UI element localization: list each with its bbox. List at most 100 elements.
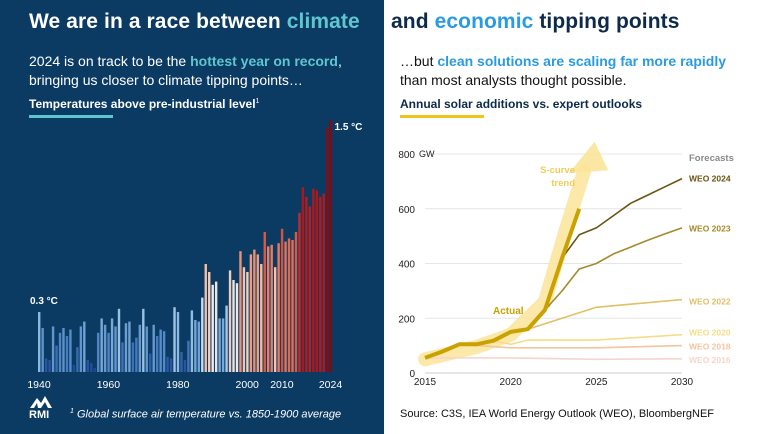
temp-bar-2003	[256, 254, 260, 372]
temp-bar-2010	[280, 228, 284, 372]
legend-label-weo-2023: WEO 2023	[689, 223, 731, 233]
temp-bar-1961	[110, 318, 114, 372]
temp-bar-1965	[124, 323, 128, 372]
temp-chart-title-text: Temperatures above pre-industrial level	[29, 97, 256, 111]
subtitle-line2: bringing us closer to climate tipping po…	[29, 72, 303, 88]
subtitle-text: 2024 is on track to be the	[29, 53, 191, 69]
temp-bar-1944	[51, 326, 55, 372]
legend-label-weo-2022: WEO 2022	[689, 296, 731, 306]
x-tick-label: 2010	[270, 379, 294, 391]
temp-bar-1995	[228, 270, 232, 372]
temp-bar-2015	[298, 212, 301, 372]
subtitle-left: 2024 is on track to be the hottest year …	[29, 52, 342, 90]
s-curve-arrow-head	[568, 141, 609, 174]
temp-bar-2022	[322, 193, 325, 372]
temp-bar-1977	[166, 356, 169, 372]
temp-bar-1997	[235, 283, 239, 372]
temp-bar-1996	[232, 280, 235, 372]
temp-bar-1971	[145, 326, 148, 372]
temp-bar-1954	[86, 360, 89, 372]
solar-line-chart: 0 200 400 600 800 GW 2015 2020 2025 2030 Forecasts…	[398, 141, 734, 388]
temp-bar-1983	[187, 340, 190, 372]
y-unit-label: GW	[419, 149, 435, 159]
temp-bar-1946	[58, 332, 62, 372]
title-highlight-climate: climate	[286, 10, 360, 33]
temp-bar-2005	[263, 232, 266, 372]
temp-bar-1959	[103, 324, 107, 372]
temp-bar-1991	[214, 281, 218, 372]
temp-bar-2014	[294, 232, 298, 372]
title-text-end: tipping points	[533, 10, 680, 33]
temp-bar-2021	[319, 196, 322, 372]
temp-bar-1992	[218, 318, 221, 372]
mountain-logo-icon	[30, 396, 52, 408]
temp-bar-1964	[121, 342, 124, 372]
x-tick-label: 2030	[671, 377, 694, 388]
x-tick-label: 1980	[166, 379, 190, 391]
x-tick-label: 2024	[319, 379, 343, 391]
x-tick-label: 2000	[236, 379, 260, 391]
subtitle-right: …but clean solutions are scaling far mor…	[400, 52, 726, 90]
temp-bar-2004	[260, 264, 263, 372]
solar-chart-title: Annual solar additions vs. expert outloo…	[400, 97, 643, 111]
temp-bar-1981	[180, 352, 183, 372]
source-note: Source: C3S, IEA World Energy Outlook (W…	[400, 408, 715, 420]
temp-bar-1999	[242, 267, 246, 372]
temp-bar-1976	[162, 331, 166, 372]
temp-bar-1979	[173, 307, 176, 372]
title-text: We are in a race between	[29, 10, 287, 33]
temp-bar-1987	[201, 297, 204, 372]
temp-bar-1952	[79, 326, 83, 372]
x-tick-label: 1960	[97, 379, 121, 391]
temp-bar-2018	[308, 206, 312, 372]
temp-bar-2012	[287, 238, 291, 372]
temp-bar-1984	[190, 310, 194, 372]
main-title-right: and economic tipping points	[391, 10, 680, 34]
temp-chart-title: Temperatures above pre-industrial level1	[29, 97, 259, 111]
series-line-weo-2016	[425, 357, 683, 361]
x-tick-label: 1940	[27, 379, 51, 391]
actual-label: Actual	[493, 306, 524, 317]
temp-bar-1948	[65, 336, 69, 372]
legend-label-weo-2016: WEO 2016	[689, 355, 731, 365]
subtitle-highlight: hottest year on record	[190, 53, 338, 69]
temp-bar-2007	[270, 244, 273, 372]
left-panel: We are in a race between climate 2024 is…	[0, 0, 384, 434]
temperature-bar-chart: 1940 1960 1980 2000 2010 2024 0.3 °C 1.5 °C	[27, 120, 362, 391]
s-curve-label-line1: S-curve	[540, 165, 575, 176]
y-tick-label: 800	[398, 150, 415, 161]
title-underline	[29, 115, 113, 118]
temp-bar-1940	[38, 312, 41, 372]
footnote-text: Global surface air temperature vs. 1850-…	[73, 408, 342, 421]
subtitle-comma: ,	[337, 53, 342, 69]
right-panel: and economic tipping points …but clean s…	[384, 0, 768, 434]
series-line-weo-2024	[561, 177, 683, 259]
temp-bar-1943	[48, 360, 51, 372]
temp-bar-1942	[44, 358, 48, 372]
temp-bar-2020	[315, 190, 318, 372]
series-line-weo-2018	[459, 343, 683, 349]
temp-bar-1988	[204, 264, 207, 372]
legend-label-weo-2024: WEO 2024	[689, 174, 731, 184]
s-curve-label-line2: trend	[551, 178, 575, 189]
legend-label-weo-2018: WEO 2018	[689, 341, 731, 351]
title-underline	[400, 115, 484, 118]
y-tick-label: 200	[398, 314, 415, 325]
s-curve-arrow-shaft	[418, 163, 592, 367]
footnote: 1 Global surface air temperature vs. 185…	[70, 408, 341, 421]
footnote-marker: 1	[255, 98, 260, 105]
temp-bar-1941	[41, 328, 44, 372]
temp-bar-1953	[83, 321, 86, 372]
legend-label-weo-2020: WEO 2020	[689, 327, 731, 337]
series-line-weo-2022	[527, 298, 683, 330]
x-tick-label: 2015	[414, 377, 437, 388]
temp-bar-2009	[277, 243, 280, 372]
temp-bar-1967	[131, 342, 135, 372]
temp-bar-1994	[225, 305, 228, 372]
temp-bar-1945	[55, 345, 58, 372]
temp-bar-1969	[138, 324, 142, 372]
x-tick-label: 2025	[585, 377, 608, 388]
subtitle-highlight: clean solutions are scaling far more rap…	[437, 53, 727, 69]
temp-bar-2019	[312, 188, 315, 372]
series-line-actual	[424, 208, 582, 360]
